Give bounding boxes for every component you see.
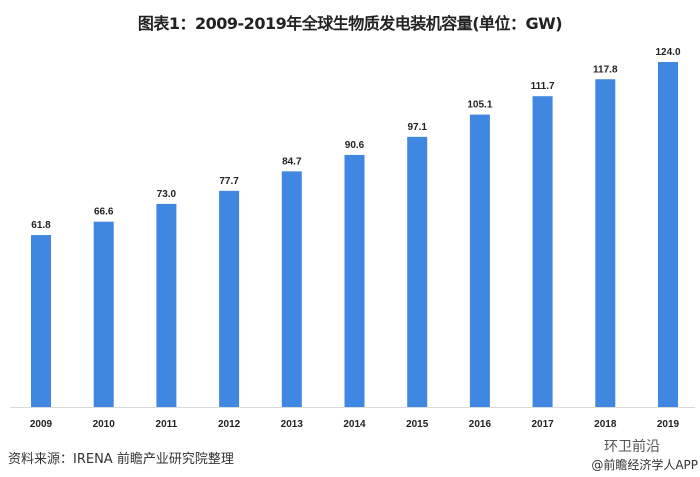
bar-2009 [31,235,51,407]
bar-2018 [595,79,616,407]
data-label-2010: 66.6 [94,207,114,218]
x-tick-label-2014: 2014 [343,419,366,430]
bar-2016 [469,114,490,407]
data-label-2012: 77.7 [219,176,239,187]
bar-2010 [93,221,114,407]
data-label-2014: 90.6 [345,140,365,151]
bar-2014 [344,154,365,407]
data-label-2015: 97.1 [407,122,427,133]
data-label-2011: 73.0 [157,189,177,200]
data-label-2018: 117.8 [593,64,618,75]
data-label-2019: 124.0 [655,47,680,58]
bar-2011 [156,203,177,407]
x-tick-label-2019: 2019 [657,419,680,430]
x-tick-label-2018: 2018 [594,419,617,430]
bar-2013 [281,171,302,407]
bar-2019 [658,62,678,407]
data-label-2016: 105.1 [467,100,492,111]
bar-2017 [532,96,553,407]
x-tick-label-2015: 2015 [406,419,429,430]
x-tick-label-2016: 2016 [469,419,492,430]
source-note: 资料来源：IRENA 前瞻产业研究院整理 [8,452,234,467]
chart-title: 图表1：2009-2019年全球生物质发电装机容量(单位：GW) [137,14,563,33]
x-tick-label-2017: 2017 [531,419,554,430]
watermark-account: 环卫前沿 [604,439,660,455]
bar-2012 [219,190,240,407]
x-tick-label-2010: 2010 [93,419,116,430]
x-tick-label-2012: 2012 [218,419,241,430]
bar-chart: 61.8 2009 66.6 2010 73.0 2011 77.7 2012 84.7 2013… [10,47,695,430]
bar-2015 [407,136,428,407]
data-label-2017: 111.7 [531,81,555,92]
watermark-app: @前瞻经济学人APP [591,458,698,472]
x-tick-label-2009: 2009 [30,419,53,430]
x-tick-label-2013: 2013 [281,419,304,430]
data-label-2009: 61.8 [31,220,51,231]
data-label-2013: 84.7 [282,156,302,167]
x-tick-label-2011: 2011 [156,419,178,430]
